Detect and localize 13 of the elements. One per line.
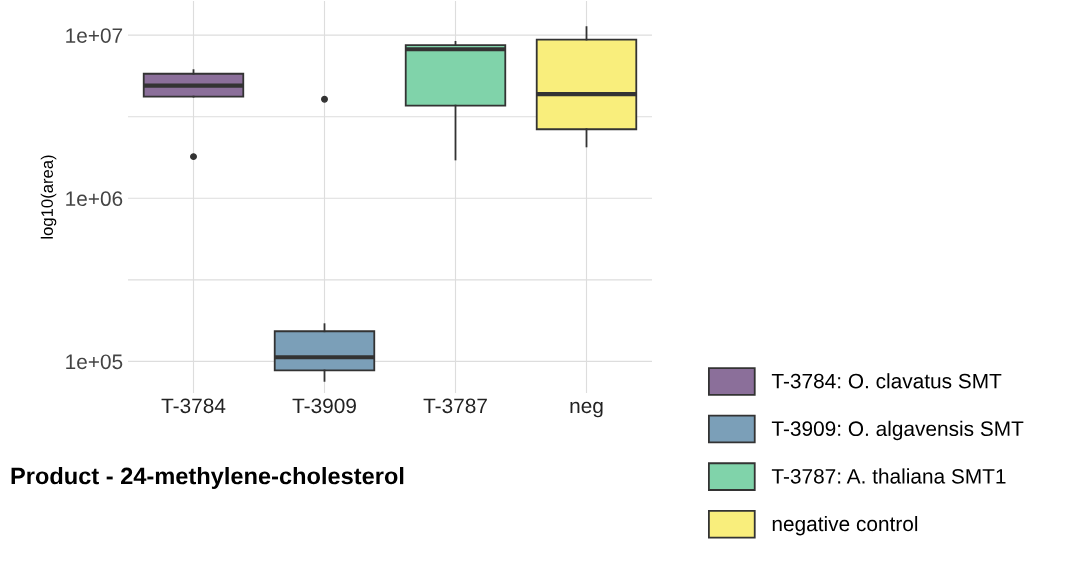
legend-label: T-3784: O. clavatus SMT — [771, 373, 1002, 389]
y-axis-title: log10(area) — [40, 155, 57, 239]
y-tick-label: 1e+07 — [66, 28, 123, 43]
x-tick-label: T-3909 — [292, 398, 356, 414]
x-tick-label: T-3787 — [423, 398, 487, 414]
x-tick-label: neg — [570, 401, 603, 418]
y-tick-label: 1e+05 — [66, 354, 123, 370]
x-tick-label: T-3784 — [161, 398, 226, 414]
y-tick-label: 1e+06 — [66, 191, 123, 207]
legend-label: negative control — [772, 515, 918, 536]
text: Product - 24-methylene-cholesterol — [11, 466, 404, 489]
legend-label: T-3787: A. thaliana SMT1 — [771, 468, 1006, 484]
legend-label: T-3909: O. algavensis SMT — [771, 420, 1024, 441]
